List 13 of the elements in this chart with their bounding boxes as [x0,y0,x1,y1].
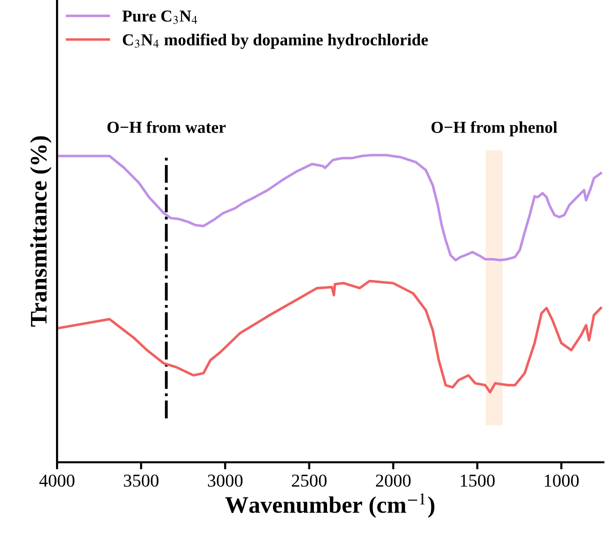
legend-label: Pure C$_{3}$N$_{4}$ [122,10,198,24]
x-tick-label: 2500 [292,474,327,487]
x-tick-label: 3500 [124,474,158,487]
ref-line-label: O−H from water [107,121,226,133]
legend-label: C$_{3}$N$_{4}$ modified by dopamine hydrochloride [122,34,428,49]
x-axis-title: Wavenumber (cm$^{−1}$) [225,493,434,518]
x-tick-label: 2000 [376,474,411,487]
x-tick-label: 4000 [39,474,74,487]
y-axis-title: Transmittance (%) [30,136,52,327]
x-tick-label: 3000 [208,474,243,487]
x-tick-label: 1500 [460,474,495,487]
x-tick-label: 1000 [544,474,579,487]
band-label: O−H from phenol [432,121,558,136]
